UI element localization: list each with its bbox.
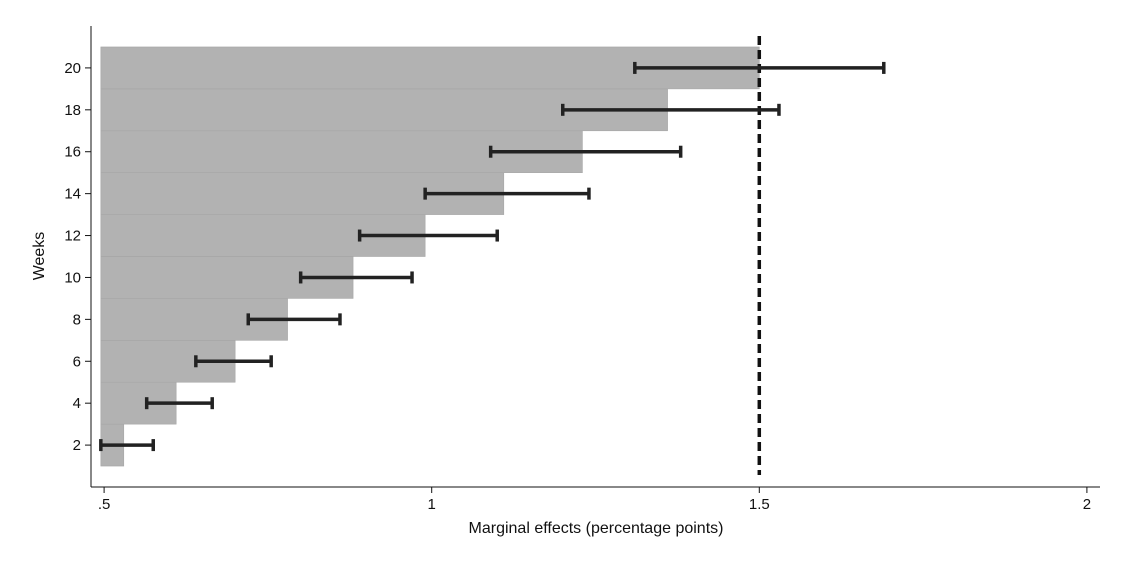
y-tick-label-6: 6 bbox=[73, 353, 81, 370]
error-bar-week-4 bbox=[144, 397, 214, 410]
y-tick-label-8: 8 bbox=[73, 311, 81, 328]
y-tick-label-12: 12 bbox=[64, 228, 81, 245]
y-tick-label-18: 18 bbox=[64, 102, 81, 119]
y-tick-label-20: 20 bbox=[64, 60, 81, 77]
y-tick-label-14: 14 bbox=[64, 186, 81, 203]
error-bar-week-6 bbox=[194, 355, 273, 368]
error-bar-week-20 bbox=[633, 61, 886, 74]
x-tick-label-2: 2 bbox=[1083, 496, 1091, 513]
x-tick-label-1.5: 1.5 bbox=[749, 496, 770, 513]
y-tick-label-16: 16 bbox=[64, 144, 81, 161]
error-bar-week-2 bbox=[99, 439, 155, 452]
error-bar-week-8 bbox=[246, 313, 342, 326]
error-bar-week-12 bbox=[357, 229, 499, 242]
y-tick-label-10: 10 bbox=[64, 269, 81, 286]
ticks-layer: 2 4 6 8 10 12 14 16 18 20 .5 1 1.5 2 bbox=[64, 60, 1091, 513]
y-tick-label-2: 2 bbox=[73, 437, 81, 454]
y-axis-title: Weeks bbox=[31, 232, 48, 281]
y-tick-label-4: 4 bbox=[73, 395, 81, 412]
x-tick-label-1: 1 bbox=[428, 496, 436, 513]
error-bar-week-10 bbox=[298, 271, 414, 284]
x-axis-title: Marginal effects (percentage points) bbox=[469, 520, 724, 537]
x-tick-label-.5: .5 bbox=[98, 496, 111, 513]
error-bars-layer bbox=[99, 61, 886, 452]
axes-layer bbox=[90, 26, 1100, 488]
error-bar-week-16 bbox=[488, 145, 683, 158]
error-bar-week-18 bbox=[560, 103, 781, 116]
error-bar-week-14 bbox=[423, 187, 591, 200]
